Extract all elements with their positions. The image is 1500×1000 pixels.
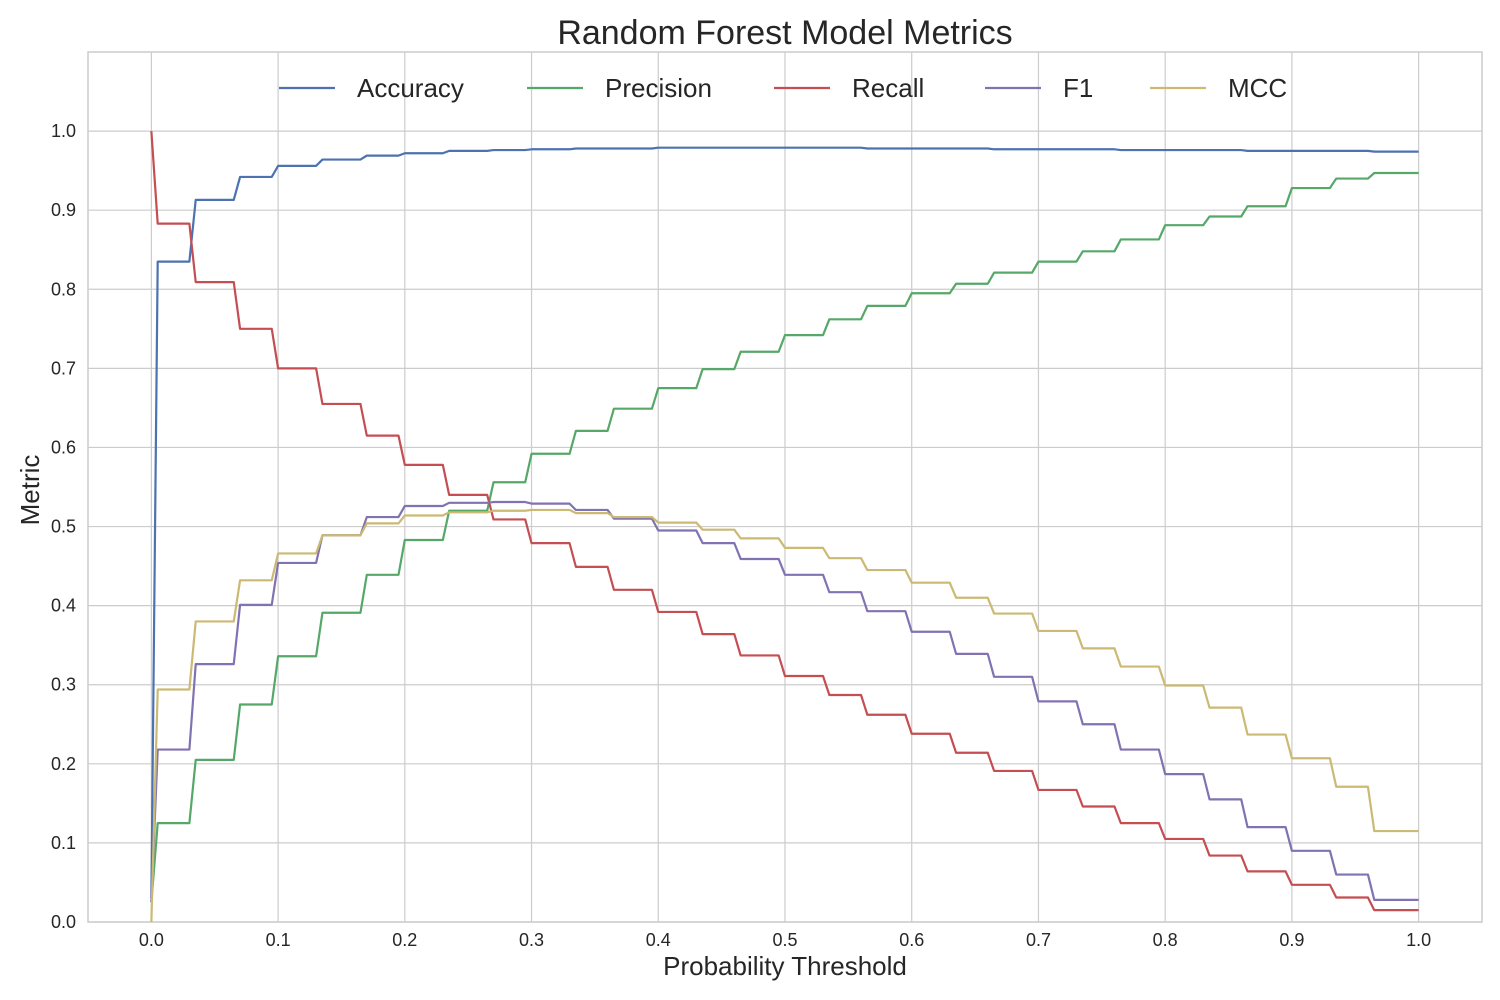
plot-frame [87,51,1483,923]
legend-item-f1: F1 [985,73,1093,103]
legend-item-precision: Precision [527,73,712,103]
series-line-precision [150,171,1419,903]
legend: Accuracy Precision Recall F1 MCC [279,73,1287,103]
y-tick-label: 0.0 [51,912,76,932]
series-line-mcc [150,508,1419,923]
x-tick-label: 0.2 [392,930,417,950]
y-tick-labels: 0.0 0.1 0.2 0.3 0.4 0.5 0.6 0.7 0.8 0.9 1.0 [51,121,76,932]
series-layer [150,131,1419,923]
y-axis-label: Metric [15,455,45,526]
legend-label: Accuracy [357,73,464,103]
x-tick-label: 0.0 [139,930,164,950]
x-tick-label: 0.8 [1153,930,1178,950]
x-axis-label: Probability Threshold [663,951,907,981]
y-tick-label: 0.5 [51,517,76,537]
legend-label: Recall [852,73,924,103]
x-tick-labels: 0.0 0.1 0.2 0.3 0.4 0.5 0.6 0.7 0.8 0.9 1.0 [139,930,1431,950]
y-tick-label: 0.8 [51,279,76,299]
series-line-recall [150,131,1419,912]
x-tick-label: 0.9 [1279,930,1304,950]
chart-title: Random Forest Model Metrics [557,14,1012,52]
y-tick-label: 0.7 [51,358,76,378]
x-tick-label: 0.4 [646,930,671,950]
legend-item-mcc: MCC [1150,73,1287,103]
y-tick-label: 1.0 [51,121,76,141]
x-tick-label: 0.5 [772,930,797,950]
y-tick-label: 0.6 [51,437,76,457]
y-tick-label: 0.1 [51,833,76,853]
legend-item-accuracy: Accuracy [279,73,464,103]
legend-label: MCC [1228,73,1287,103]
x-tick-label: 0.6 [899,930,924,950]
x-tick-label: 0.1 [266,930,291,950]
series-line-accuracy [150,146,1419,899]
y-tick-label: 0.3 [51,675,76,695]
x-tick-label: 1.0 [1406,930,1431,950]
legend-label: Precision [605,73,712,103]
x-tick-label: 0.3 [519,930,544,950]
legend-label: F1 [1063,73,1093,103]
grid-layer [88,52,1482,923]
x-tick-label: 0.7 [1026,930,1051,950]
legend-item-recall: Recall [774,73,924,103]
y-tick-label: 0.4 [51,596,76,616]
y-tick-label: 0.9 [51,200,76,220]
y-tick-label: 0.2 [51,754,76,774]
